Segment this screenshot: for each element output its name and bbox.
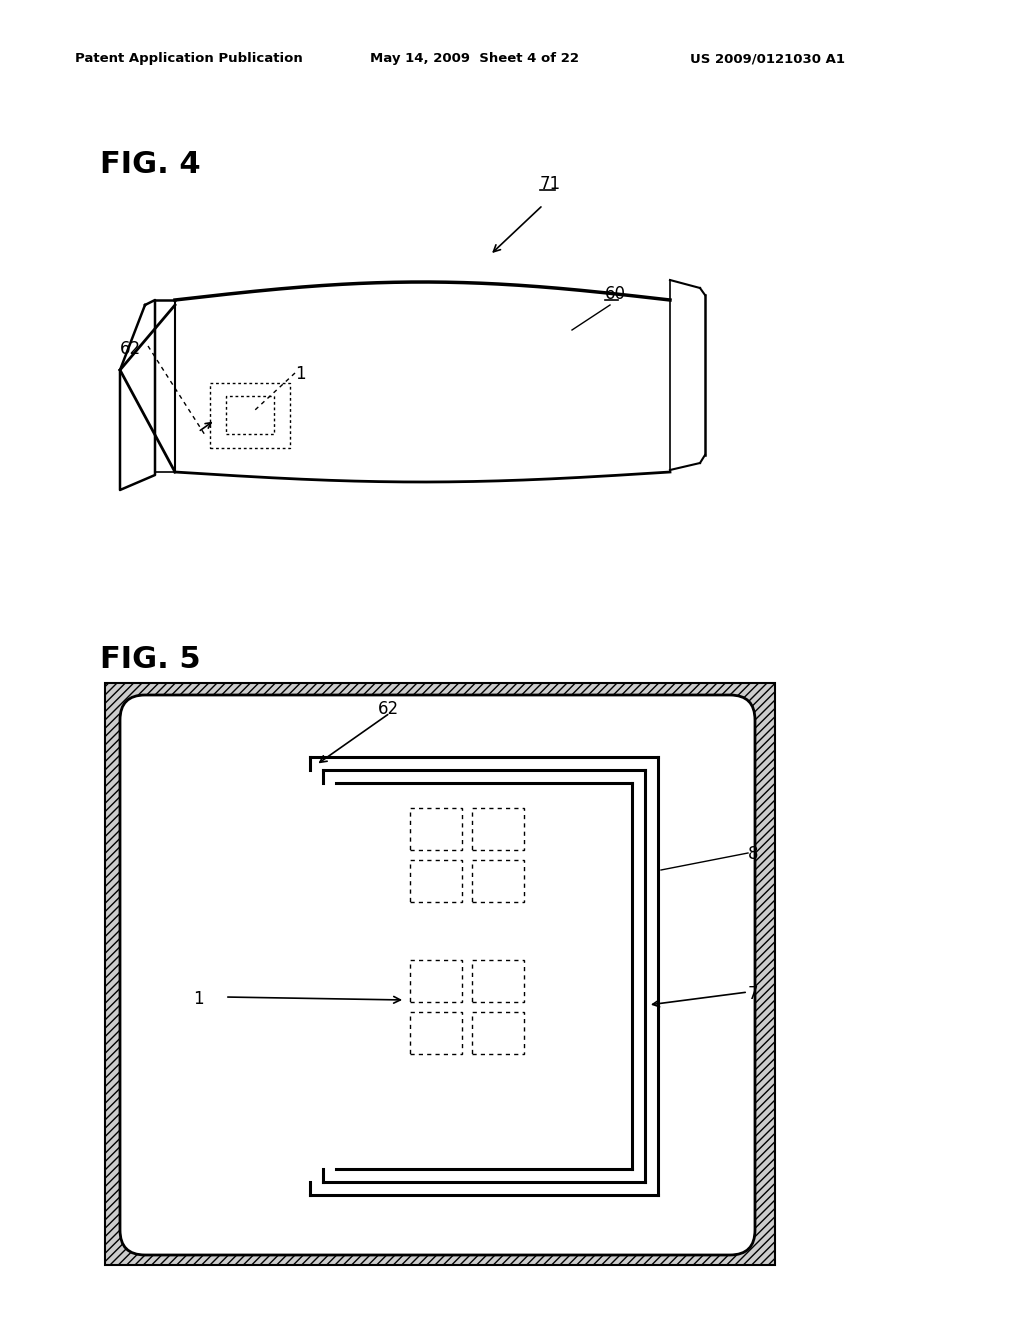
Text: FIG. 4: FIG. 4 bbox=[100, 150, 201, 180]
Bar bbox=[472, 861, 524, 902]
Bar bbox=[472, 1012, 524, 1053]
Bar bbox=[472, 960, 524, 1002]
Text: 62: 62 bbox=[120, 341, 141, 358]
Bar bbox=[410, 861, 462, 902]
Bar bbox=[410, 808, 462, 850]
Text: 1: 1 bbox=[295, 366, 305, 383]
Text: 1: 1 bbox=[193, 990, 204, 1008]
Text: FIG. 5: FIG. 5 bbox=[100, 645, 201, 675]
Text: May 14, 2009  Sheet 4 of 22: May 14, 2009 Sheet 4 of 22 bbox=[370, 51, 579, 65]
Text: 7: 7 bbox=[748, 985, 759, 1003]
Bar bbox=[210, 383, 290, 447]
Text: US 2009/0121030 A1: US 2009/0121030 A1 bbox=[690, 51, 845, 65]
Text: 8: 8 bbox=[748, 845, 759, 863]
Bar bbox=[472, 808, 524, 850]
FancyBboxPatch shape bbox=[120, 696, 755, 1255]
Text: 60: 60 bbox=[605, 285, 626, 304]
Text: 71: 71 bbox=[540, 176, 561, 193]
Text: Patent Application Publication: Patent Application Publication bbox=[75, 51, 303, 65]
Bar bbox=[410, 960, 462, 1002]
Bar bbox=[226, 396, 274, 434]
Bar bbox=[105, 682, 775, 1265]
Bar bbox=[410, 1012, 462, 1053]
Text: 62: 62 bbox=[378, 700, 399, 718]
